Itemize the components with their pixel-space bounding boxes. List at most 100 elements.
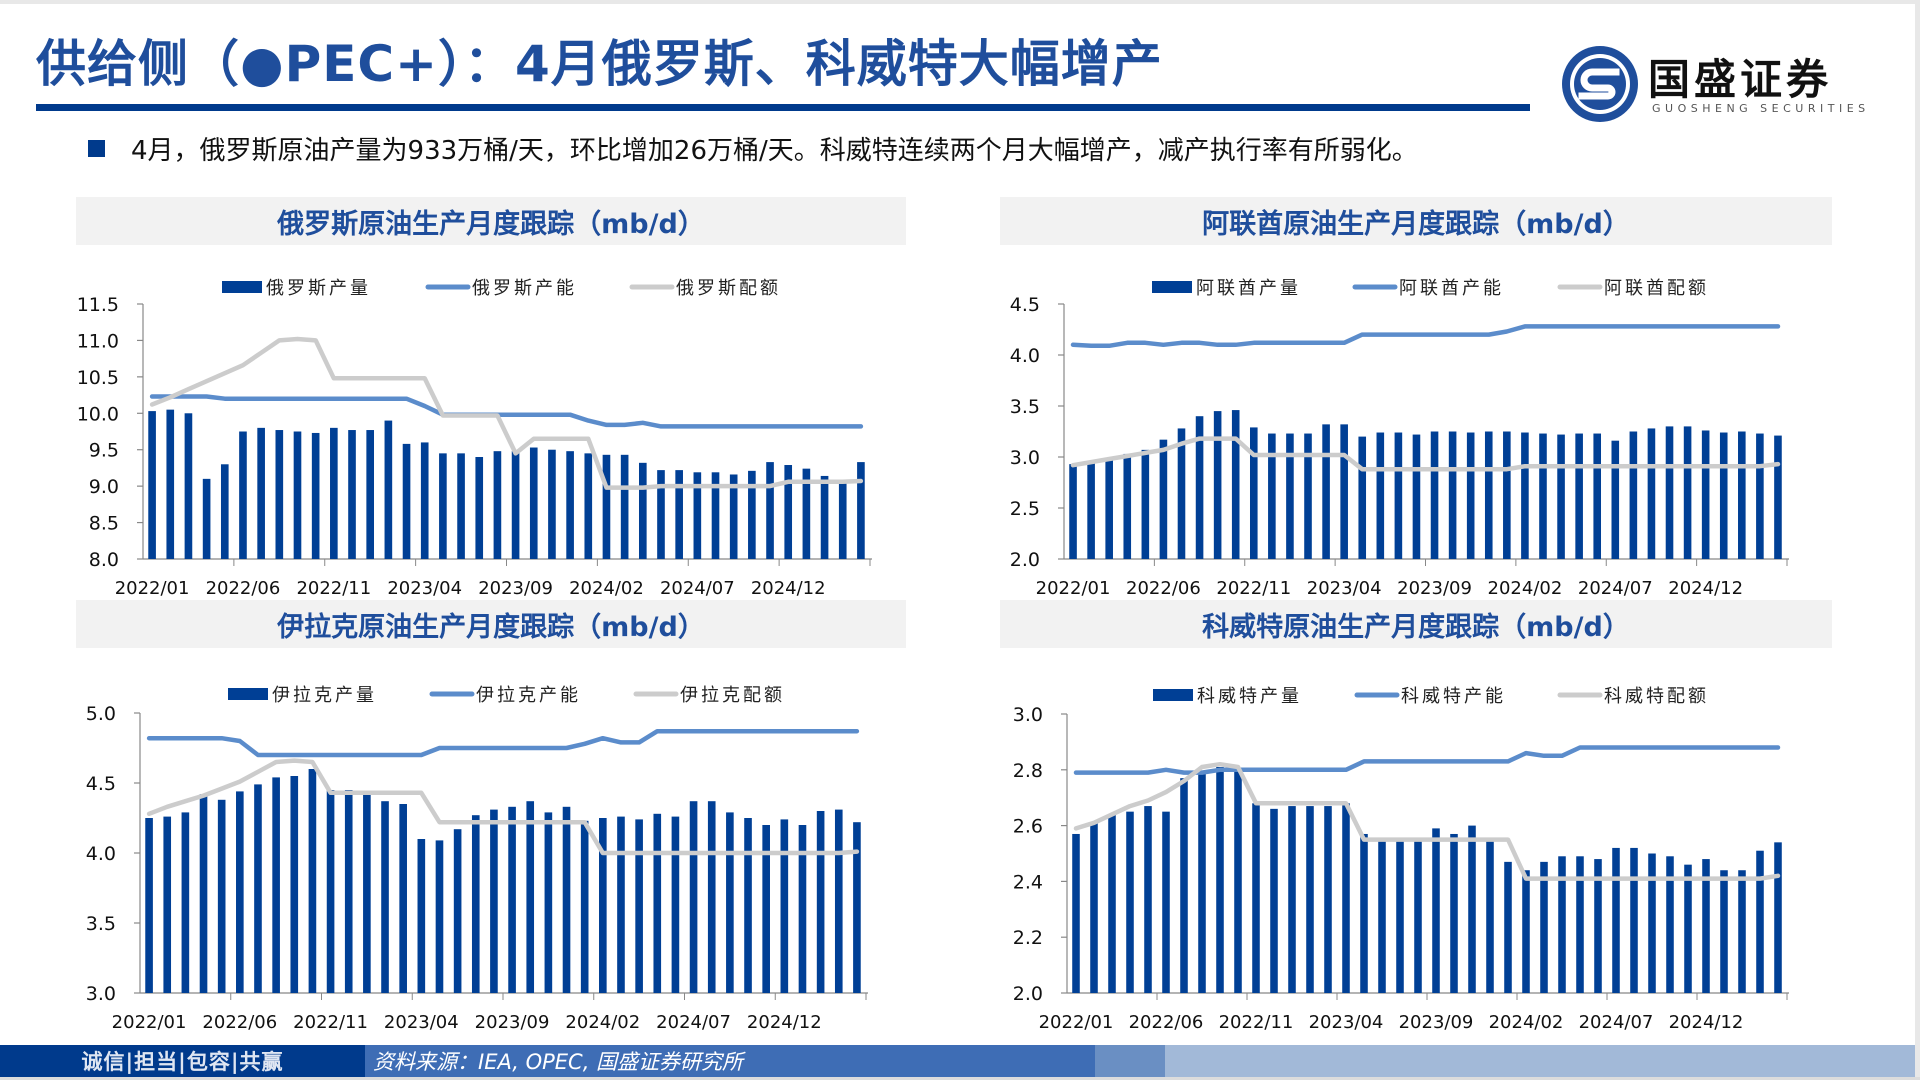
chart-russia: 8.0 8.5 9.0 9.5 10.0 10.5 11.0 11.5 2022/01 2022/… [77, 278, 872, 599]
bar [675, 470, 683, 559]
bar [1630, 847, 1638, 993]
legend-label: 科威特配额 [1604, 686, 1709, 707]
bar [1322, 424, 1330, 559]
bar [1090, 822, 1098, 993]
bar [1486, 839, 1494, 993]
logo-subtitle: GUOSHENG SECURITIES [1652, 102, 1870, 115]
bar [798, 825, 807, 993]
summary-bullet: 4月，俄罗斯原油产量为933万桶/天，环比增加26万桶/天。科威特连续两个月大幅… [88, 128, 1418, 168]
bar [290, 776, 299, 993]
bar [148, 411, 156, 559]
bar [1249, 427, 1258, 559]
x-tick-label: 2022/01 [1036, 578, 1111, 599]
x-tick-label: 2022/11 [296, 578, 371, 599]
y-tick-label: 9.0 [89, 476, 119, 498]
y-tick-label: 8.0 [89, 549, 119, 571]
bar [384, 420, 393, 559]
bar [199, 794, 208, 993]
x-tick-label: 2022/11 [1219, 1012, 1294, 1033]
bar [420, 442, 429, 559]
y-tick-label: 4.5 [1010, 294, 1040, 316]
bar [820, 475, 829, 559]
x-tick-label: 2022/06 [1129, 1012, 1204, 1033]
bar [1683, 426, 1692, 559]
y-tick-label: 3.0 [1010, 447, 1040, 469]
bar [202, 478, 211, 559]
bar [293, 431, 302, 559]
bar [1396, 839, 1404, 993]
x-tick-label: 2024/12 [751, 578, 826, 599]
bar [853, 822, 861, 993]
bar [1702, 859, 1710, 993]
y-tick-label: 2.6 [1013, 816, 1043, 838]
bullet-square-icon [88, 139, 105, 157]
quota-line [1073, 761, 1781, 881]
y-tick-label: 11.5 [77, 294, 119, 316]
bar [1666, 856, 1674, 993]
page-title: 供给侧（●PEC+）：4月俄罗斯、科威特大幅增产 [36, 35, 1163, 93]
bar [762, 825, 770, 993]
bar [1468, 825, 1476, 993]
bar [475, 457, 484, 559]
bar [184, 413, 193, 559]
bar [1430, 431, 1439, 559]
y-tick-label: 4.5 [86, 773, 116, 795]
y-tick-label: 11.0 [77, 330, 119, 352]
y-tick-label: 10.5 [77, 367, 119, 389]
bar [1504, 861, 1512, 993]
y-tick-label: 2.8 [1013, 760, 1043, 782]
bar [1756, 850, 1764, 993]
bar [1503, 431, 1511, 559]
bar [344, 790, 353, 993]
x-tick-label: 2023/09 [1399, 1012, 1474, 1033]
bar [748, 470, 756, 559]
legend-label: 俄罗斯产能 [472, 278, 577, 299]
footer-source: 资料来源：IEA, OPEC, 国盛证券研究所 [365, 1045, 1095, 1077]
bar [689, 801, 698, 993]
quota-line [146, 758, 860, 856]
bar [1231, 410, 1240, 559]
bar [1141, 449, 1150, 559]
bar [275, 430, 284, 559]
bar [1180, 778, 1188, 993]
bar [1072, 833, 1080, 993]
bar [363, 794, 371, 993]
bar [599, 818, 607, 993]
bar [544, 812, 553, 993]
x-tick-label: 2024/12 [747, 1012, 822, 1033]
y-tick-label: 2.0 [1013, 983, 1043, 1005]
bar [1270, 808, 1278, 993]
legend-label: 阿联酋产能 [1399, 278, 1504, 299]
footer-band [1095, 1045, 1165, 1077]
bar [1557, 434, 1565, 559]
bar [181, 812, 190, 993]
bar [239, 431, 247, 559]
bar [457, 453, 465, 559]
company-logo: 国盛证券 GUOSHENG SECURITIES [1560, 44, 1865, 124]
bar [1105, 459, 1113, 559]
bar [1360, 833, 1368, 993]
bar [1738, 431, 1746, 559]
bar [1144, 806, 1152, 993]
bar [653, 813, 662, 993]
bar [1576, 856, 1584, 993]
legend-label: 伊拉克配额 [680, 685, 785, 706]
chart-uae: 2.0 2.5 3.0 3.5 4.0 4.5 2022/01 2022/06 2022/11 2… [1010, 278, 1789, 599]
bar [780, 819, 789, 993]
x-tick-label: 2023/09 [478, 578, 553, 599]
bar [1376, 432, 1385, 559]
y-tick-label: 8.5 [89, 513, 119, 535]
bar [1234, 769, 1242, 993]
legend-bar-swatch [1152, 281, 1192, 293]
legend-bar-swatch [222, 281, 262, 293]
x-tick-label: 2023/04 [1307, 578, 1382, 599]
bar [1108, 814, 1116, 993]
bar [1647, 428, 1656, 559]
legend-label: 伊拉克产能 [476, 685, 581, 706]
bar [657, 470, 665, 559]
x-tick-label: 2023/04 [384, 1012, 459, 1033]
y-tick-label: 2.4 [1013, 871, 1043, 893]
bar [526, 801, 535, 993]
bar [584, 453, 593, 559]
bar [399, 804, 407, 993]
